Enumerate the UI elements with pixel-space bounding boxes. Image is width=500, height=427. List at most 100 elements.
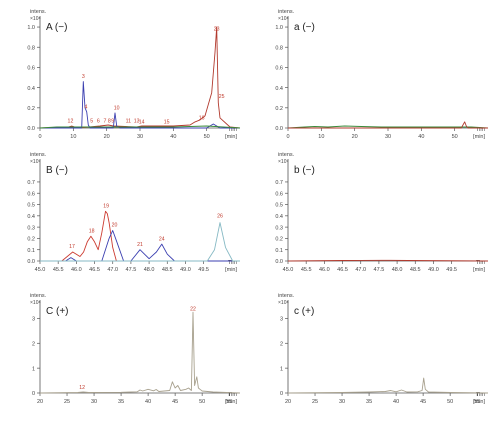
trace-line-2 — [40, 81, 240, 129]
peak-label: 11 — [126, 118, 131, 124]
peak-label: 24 — [159, 236, 165, 242]
x-tick-label: 50 — [204, 134, 210, 140]
x-tick-label: 10 — [318, 134, 324, 140]
x-tick-label: 20 — [285, 399, 291, 405]
y-tick-label: 2 — [280, 341, 283, 347]
y-axis-label: intens. — [278, 293, 295, 299]
x-tick-label: 46.0 — [319, 267, 330, 273]
y-tick-label: 0.6 — [275, 191, 283, 197]
peak-label: 16 — [199, 115, 205, 121]
peak-label: 4 — [85, 104, 88, 110]
peak-label: 13 — [134, 118, 140, 124]
x-tick-label: 40 — [393, 399, 399, 405]
x-tick-label: 47.5 — [374, 267, 385, 273]
y-tick-label: 0.3 — [27, 225, 35, 231]
y-axis-exponent: ×10⁷ — [278, 159, 288, 165]
y-tick-label: 0.4 — [27, 86, 35, 92]
peak-label: 6 — [97, 118, 100, 124]
x-axis-label: Tim — [228, 127, 237, 133]
x-axis-unit: [min] — [473, 267, 485, 273]
x-tick-label: 45 — [420, 399, 426, 405]
y-tick-label: 0.0 — [275, 126, 283, 132]
y-tick-label: 1 — [280, 366, 283, 372]
y-tick-label: 3 — [280, 317, 283, 323]
x-tick-label: 30 — [339, 399, 345, 405]
peak-label: 19 — [103, 204, 109, 210]
x-tick-label: 48.5 — [162, 267, 173, 273]
x-axis-unit: [min] — [473, 134, 485, 140]
peak-label: 23 — [214, 27, 220, 33]
trace-line-1 — [287, 377, 489, 394]
trace-line-3 — [40, 222, 240, 262]
x-tick-label: 48.5 — [410, 267, 421, 273]
y-tick-label: 0.4 — [27, 214, 35, 220]
y-axis-label: intens. — [30, 293, 47, 299]
y-tick-label: 0.3 — [275, 225, 283, 231]
x-axis-unit: [min] — [225, 134, 237, 140]
peak-label: 21 — [137, 242, 143, 248]
peak-label: 26 — [217, 214, 223, 220]
y-tick-label: 1 — [32, 366, 35, 372]
x-tick-label: 0 — [286, 134, 289, 140]
y-tick-label: 0.8 — [27, 45, 35, 51]
x-tick-label: 45.5 — [301, 267, 312, 273]
x-tick-label: 20 — [104, 134, 110, 140]
x-tick-label: 30 — [91, 399, 97, 405]
x-tick-label: 45 — [172, 399, 178, 405]
x-tick-label: 45.0 — [35, 267, 46, 273]
y-tick-label: 0.2 — [275, 106, 283, 112]
panel-label: b (−) — [294, 165, 315, 176]
y-tick-label: 0 — [280, 391, 283, 397]
y-tick-label: 0.1 — [27, 248, 35, 254]
y-tick-label: 0.0 — [27, 259, 35, 265]
y-tick-label: 0.7 — [275, 180, 283, 186]
y-tick-label: 0.2 — [27, 106, 35, 112]
y-tick-label: 0.5 — [27, 203, 35, 209]
chart-panel-3: 0.0 0.1 0.2 0.3 0.4 0.5 0.6 0.7 45.0 45.5 46.0 46.5… — [27, 152, 240, 273]
y-tick-label: 0.2 — [27, 237, 35, 243]
trace-line-1 — [39, 311, 241, 394]
x-tick-label: 47.0 — [107, 267, 118, 273]
x-tick-label: 0 — [38, 134, 41, 140]
x-tick-label: 55 — [226, 399, 232, 405]
trace-line-3 — [39, 125, 241, 129]
x-tick-label: 45.0 — [283, 267, 294, 273]
x-tick-label: 47.0 — [355, 267, 366, 273]
peak-label: 25 — [219, 94, 225, 100]
x-tick-label: 46.0 — [71, 267, 82, 273]
x-tick-label: 40 — [418, 134, 424, 140]
chart-panel-4: 0.0 0.1 0.2 0.3 0.4 0.5 0.6 0.7 45.0 45.5 46.0 46.5… — [275, 152, 489, 273]
y-tick-label: 3 — [32, 317, 35, 323]
y-axis-exponent: ×10⁷ — [30, 159, 40, 165]
x-tick-label: 46.5 — [89, 267, 100, 273]
trace-line-2 — [288, 121, 488, 129]
y-axis-exponent: ×10⁸ — [278, 300, 289, 306]
peak-label: 1 — [68, 118, 71, 124]
y-tick-label: 0.6 — [27, 191, 35, 197]
y-axis-label: intens. — [30, 9, 47, 15]
peak-label: 14 — [139, 119, 145, 125]
x-tick-label: 48.0 — [392, 267, 403, 273]
y-tick-label: 0.7 — [27, 180, 35, 186]
x-axis-label: Tim — [476, 392, 485, 398]
panel-label: a (−) — [294, 22, 315, 33]
x-tick-label: 50 — [452, 134, 458, 140]
y-tick-label: 0.8 — [275, 45, 283, 51]
peak-label: 17 — [69, 244, 75, 250]
y-tick-label: 0.2 — [275, 237, 283, 243]
x-tick-label: 10 — [70, 134, 76, 140]
x-axis-unit: [min] — [225, 267, 237, 273]
peak-label: 2 — [71, 118, 74, 124]
trace-line-1 — [287, 259, 489, 262]
peak-label: 8 — [108, 118, 111, 124]
x-tick-label: 49.0 — [180, 267, 191, 273]
peak-label: 10 — [114, 105, 120, 111]
x-tick-label: 30 — [385, 134, 391, 140]
x-tick-label: 25 — [312, 399, 318, 405]
x-tick-label: 40 — [145, 399, 151, 405]
y-tick-label: 0.6 — [27, 66, 35, 72]
x-tick-label: 49.0 — [428, 267, 439, 273]
peak-label: 3 — [82, 74, 85, 80]
y-tick-label: 2 — [32, 341, 35, 347]
